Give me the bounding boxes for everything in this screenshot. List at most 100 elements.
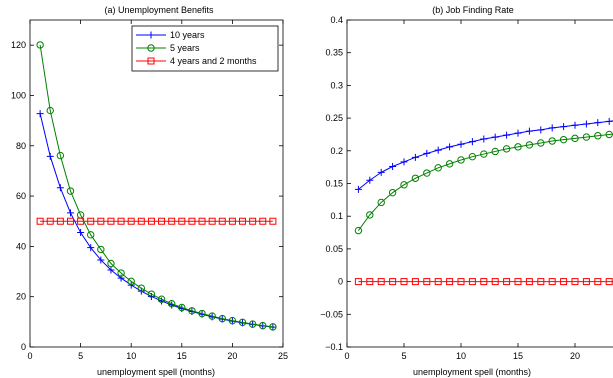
x-tick-label: 10 — [456, 351, 466, 361]
y-tick-label: −0.05 — [320, 309, 343, 319]
data-point-5-years — [157, 295, 166, 303]
data-point-5-years — [248, 320, 257, 328]
x-axis-label: unemployment spell (months) — [97, 367, 215, 377]
data-point-10-years — [571, 121, 579, 129]
data-point-4-years-and-2-months — [571, 278, 579, 286]
data-point-4-years-and-2-months — [582, 278, 590, 286]
x-tick-label: 0 — [344, 351, 349, 361]
data-point-5-years — [445, 160, 454, 168]
data-point-4-years-and-2-months — [218, 217, 226, 225]
data-point-4-years-and-2-months — [605, 278, 613, 286]
data-point-4-years-and-2-months — [400, 278, 408, 286]
data-point-4-years-and-2-months — [56, 217, 64, 225]
data-point-5-years — [97, 245, 105, 254]
data-point-10-years — [446, 143, 454, 151]
legend-entry-10-years: 10 years — [136, 30, 205, 40]
chart-unemployment-benefits: (a) Unemployment Benefits 0 5 10 15 20 25 0 20 4… — [11, 5, 288, 377]
data-point-5-years — [594, 132, 602, 140]
data-point-5-years — [457, 156, 465, 164]
data-point-4-years-and-2-months — [158, 217, 166, 225]
data-point-10-years — [77, 229, 85, 237]
legend-label: 10 years — [170, 30, 205, 40]
data-point-5-years — [400, 181, 408, 189]
data-point-4-years-and-2-months — [354, 278, 362, 286]
data-point-5-years — [388, 188, 397, 197]
data-point-10-years — [423, 149, 431, 157]
y-tick-label: 0 — [21, 342, 26, 352]
data-point-10-years — [56, 184, 64, 192]
data-point-4-years-and-2-months — [457, 278, 465, 286]
legend-entry-5-years: 5 years — [136, 43, 200, 53]
data-point-5-years — [107, 259, 115, 268]
data-point-5-years — [582, 133, 591, 141]
data-point-4-years-and-2-months — [468, 278, 476, 286]
y-tick-label: 0.2 — [330, 146, 343, 156]
chart-title: (a) Unemployment Benefits — [104, 5, 214, 15]
data-point-4-years-and-2-months — [548, 278, 556, 286]
data-point-4-years-and-2-months — [514, 278, 522, 286]
data-point-10-years — [377, 168, 385, 176]
data-point-4-years-and-2-months — [269, 217, 277, 225]
data-point-4-years-and-2-months — [188, 217, 196, 225]
data-point-4-years-and-2-months — [36, 217, 44, 225]
data-point-4-years-and-2-months — [560, 278, 568, 286]
legend-label: 4 years and 2 months — [170, 56, 257, 66]
data-point-4-years-and-2-months — [178, 217, 186, 225]
y-tick-label: 0 — [338, 277, 343, 287]
data-point-10-years — [605, 117, 613, 125]
data-point-5-years — [525, 141, 534, 149]
y-tick-label: 100 — [11, 90, 26, 100]
x-tick-label: 15 — [513, 351, 523, 361]
data-point-5-years — [238, 318, 247, 327]
data-point-4-years-and-2-months — [259, 217, 267, 225]
data-point-5-years — [605, 130, 613, 139]
data-point-10-years — [582, 120, 590, 128]
data-point-10-years — [468, 138, 476, 146]
data-point-4-years-and-2-months — [77, 217, 85, 225]
y-tick-label: 0.1 — [330, 211, 343, 221]
x-tick-label: 0 — [27, 351, 32, 361]
data-point-5-years — [559, 135, 568, 144]
data-point-4-years-and-2-months — [491, 278, 499, 286]
data-point-5-years — [491, 147, 499, 156]
y-tick-label: −0.1 — [325, 342, 343, 352]
data-point-10-years — [594, 119, 602, 127]
data-point-10-years — [537, 126, 545, 134]
data-point-4-years-and-2-months — [87, 217, 95, 225]
data-point-5-years — [87, 231, 95, 239]
data-point-5-years — [56, 151, 65, 160]
data-point-10-years — [480, 135, 488, 143]
data-point-10-years — [400, 158, 408, 166]
data-point-5-years — [366, 211, 374, 219]
data-point-5-years — [514, 143, 522, 151]
data-point-4-years-and-2-months — [198, 217, 206, 225]
data-point-4-years-and-2-months — [127, 217, 135, 225]
data-point-5-years — [548, 137, 556, 145]
data-point-5-years — [66, 187, 75, 195]
y-tick-label: 120 — [11, 40, 26, 50]
data-point-10-years — [46, 152, 54, 160]
legend-label: 5 years — [170, 43, 200, 53]
data-point-4-years-and-2-months — [389, 278, 397, 286]
tick-group: 0 5 10 15 20 25 0 20 40 60 80 100 120 — [11, 20, 288, 361]
y-tick-label: 0.35 — [325, 48, 343, 58]
x-tick-label: 25 — [278, 351, 288, 361]
data-point-10-years — [434, 146, 442, 154]
data-point-4-years-and-2-months — [525, 278, 533, 286]
data-point-4-years-and-2-months — [107, 217, 115, 225]
legend-square-marker — [147, 57, 155, 65]
data-point-5-years — [46, 106, 54, 115]
data-point-10-years — [117, 274, 125, 282]
data-point-10-years — [503, 131, 511, 139]
data-point-4-years-and-2-months — [423, 278, 431, 286]
data-point-10-years — [491, 133, 499, 141]
data-point-4-years-and-2-months — [594, 278, 602, 286]
data-point-10-years — [269, 323, 277, 331]
y-tick-label: 40 — [16, 241, 26, 251]
x-tick-label: 10 — [126, 351, 136, 361]
data-point-10-years — [514, 129, 522, 137]
data-point-4-years-and-2-months — [147, 217, 155, 225]
x-axis-label: unemployment spell (months) — [413, 367, 531, 377]
series-line-5-years — [357, 133, 613, 231]
